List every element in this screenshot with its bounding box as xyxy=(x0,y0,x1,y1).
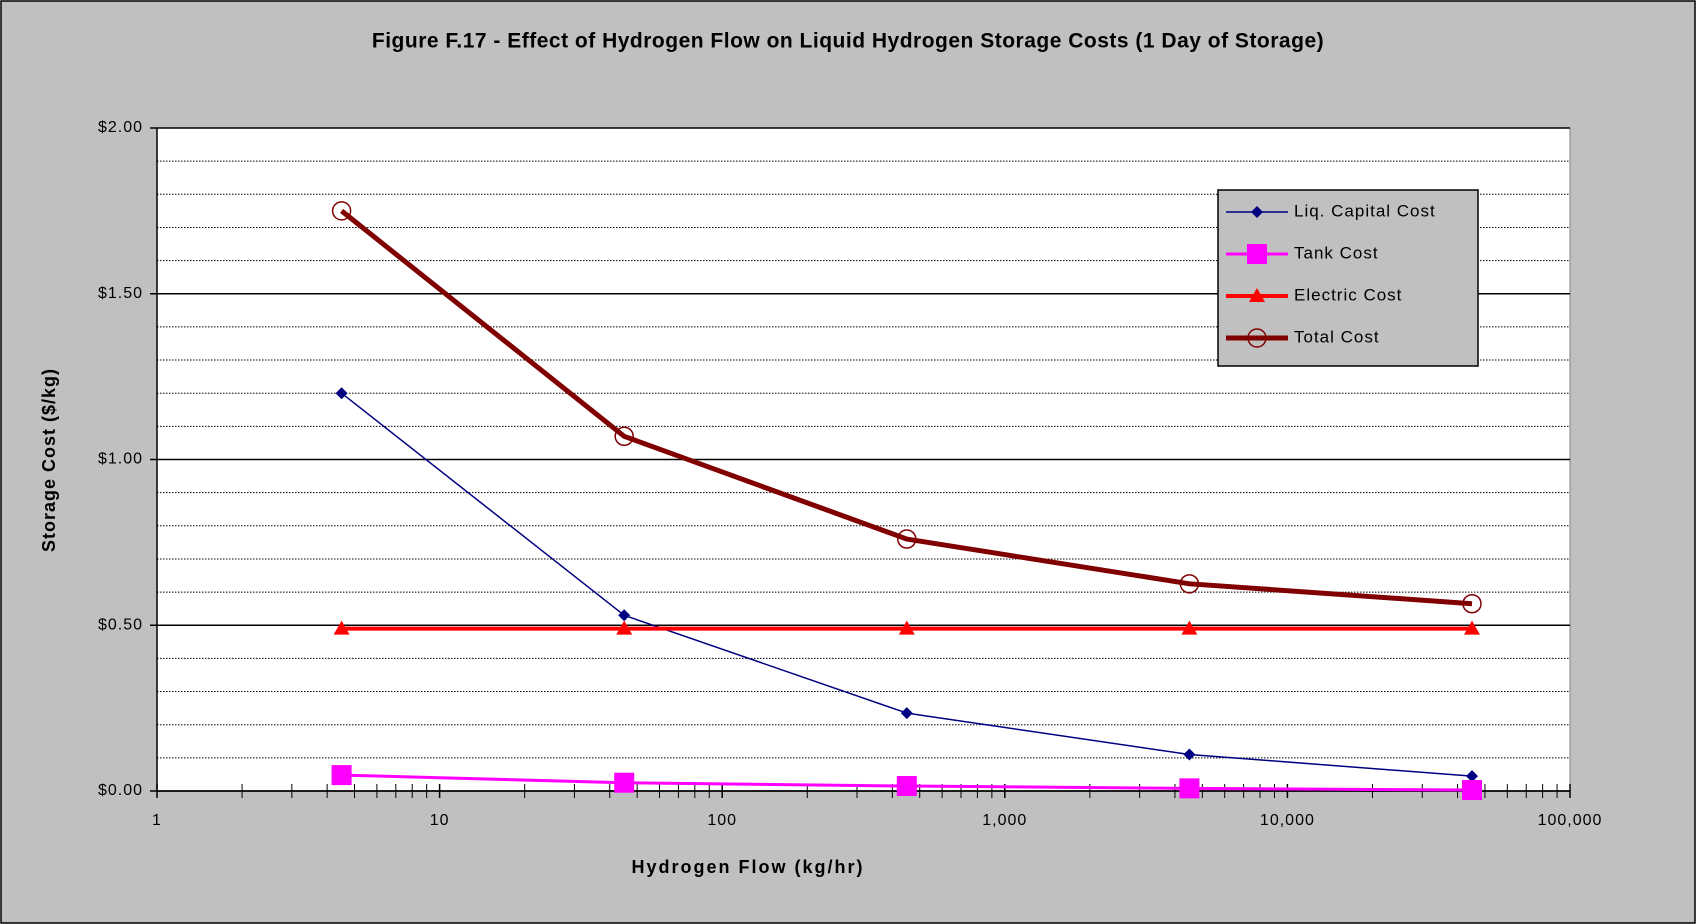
legend-label: Liq. Capital Cost xyxy=(1294,201,1436,220)
x-tick-label: 10 xyxy=(430,812,450,829)
chart-title: Figure F.17 - Effect of Hydrogen Flow on… xyxy=(372,30,1324,53)
marker xyxy=(333,620,350,635)
x-tick-label: 100 xyxy=(707,812,737,829)
y-tick-label: $0.00 xyxy=(98,782,143,799)
y-tick-label: $1.50 xyxy=(98,285,143,302)
marker xyxy=(1461,780,1482,801)
marker xyxy=(1183,748,1196,761)
legend-label: Electric Cost xyxy=(1294,285,1402,304)
marker xyxy=(1181,620,1198,635)
marker xyxy=(897,529,917,549)
marker xyxy=(896,776,917,797)
marker xyxy=(614,772,635,793)
x-tick-label: 10,000 xyxy=(1260,812,1315,829)
marker xyxy=(1249,288,1265,302)
series-line xyxy=(340,208,1473,607)
y-tick-label: $1.00 xyxy=(98,451,143,468)
x-tick-label: 1,000 xyxy=(982,812,1027,829)
y-tick-label: $0.50 xyxy=(98,616,143,633)
marker xyxy=(900,707,913,720)
x-axis-label: Hydrogen Flow (kg/hr) xyxy=(632,857,865,877)
marker xyxy=(616,620,633,635)
x-tick-label: 1 xyxy=(152,812,162,829)
marker xyxy=(898,620,915,635)
x-tick-label: 100,000 xyxy=(1538,812,1603,829)
marker xyxy=(1247,244,1267,264)
marker xyxy=(1462,593,1482,614)
y-tick-label: $2.00 xyxy=(98,119,143,136)
y-axis-label: Storage Cost ($/kg) xyxy=(39,368,59,552)
marker xyxy=(1179,778,1200,799)
marker xyxy=(331,765,352,786)
marker xyxy=(1247,328,1267,348)
marker xyxy=(331,201,352,221)
marker xyxy=(335,387,348,400)
marker xyxy=(1463,620,1480,635)
legend-label: Total Cost xyxy=(1294,327,1380,346)
marker xyxy=(1465,770,1478,783)
marker xyxy=(614,426,634,447)
legend-label: Tank Cost xyxy=(1294,243,1379,262)
marker xyxy=(1251,206,1263,218)
marker xyxy=(618,609,631,622)
marker xyxy=(1179,574,1200,594)
